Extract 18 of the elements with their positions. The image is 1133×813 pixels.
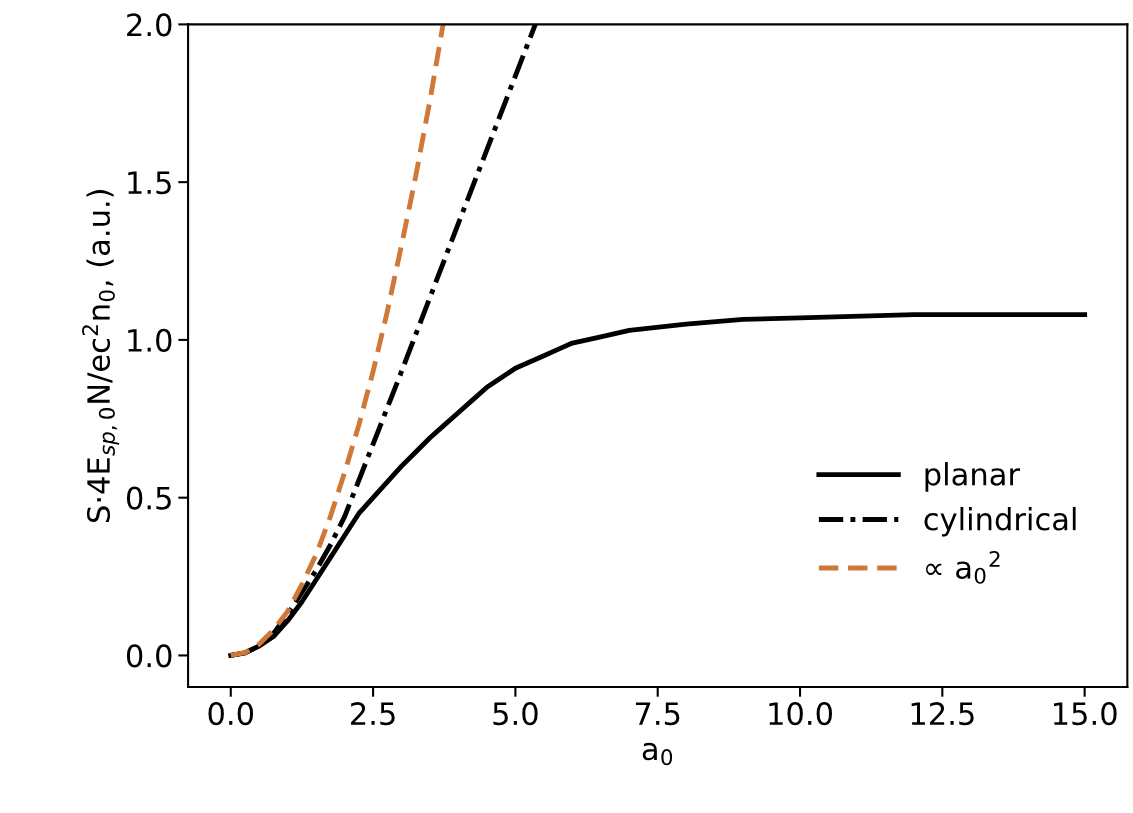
legend-label: planar [925,462,1021,492]
y-tick-label: 0.0 [126,644,172,668]
legend-label: ∝ a$_{0}$$^{2}$ [926,550,1000,584]
x-tick-label: 10.0 [769,702,833,726]
y-tick-label: 1.5 [128,171,171,195]
line-series [228,24,446,658]
x-tick-label: 0.0 [208,702,254,726]
x-tick-label: 15.0 [1053,702,1117,726]
x-tick-label: 2.5 [351,702,395,726]
y-tick-label: 1.0 [128,328,172,352]
x-tick-label: 7.5 [635,702,680,726]
y-tick-label: 0.5 [126,486,171,510]
x-axis-title: a$_{0}$ [642,742,673,766]
y-axis-title: S·4E$_{sp,0}$N/ec$^{2}$n$_{0}$, (a.u.) [82,190,120,523]
y-tick-label: 2.0 [127,13,172,37]
x-tick-label: 12.5 [911,702,974,726]
x-tick-label: 5.0 [493,702,538,726]
legend-label: cylindrical [924,506,1076,537]
